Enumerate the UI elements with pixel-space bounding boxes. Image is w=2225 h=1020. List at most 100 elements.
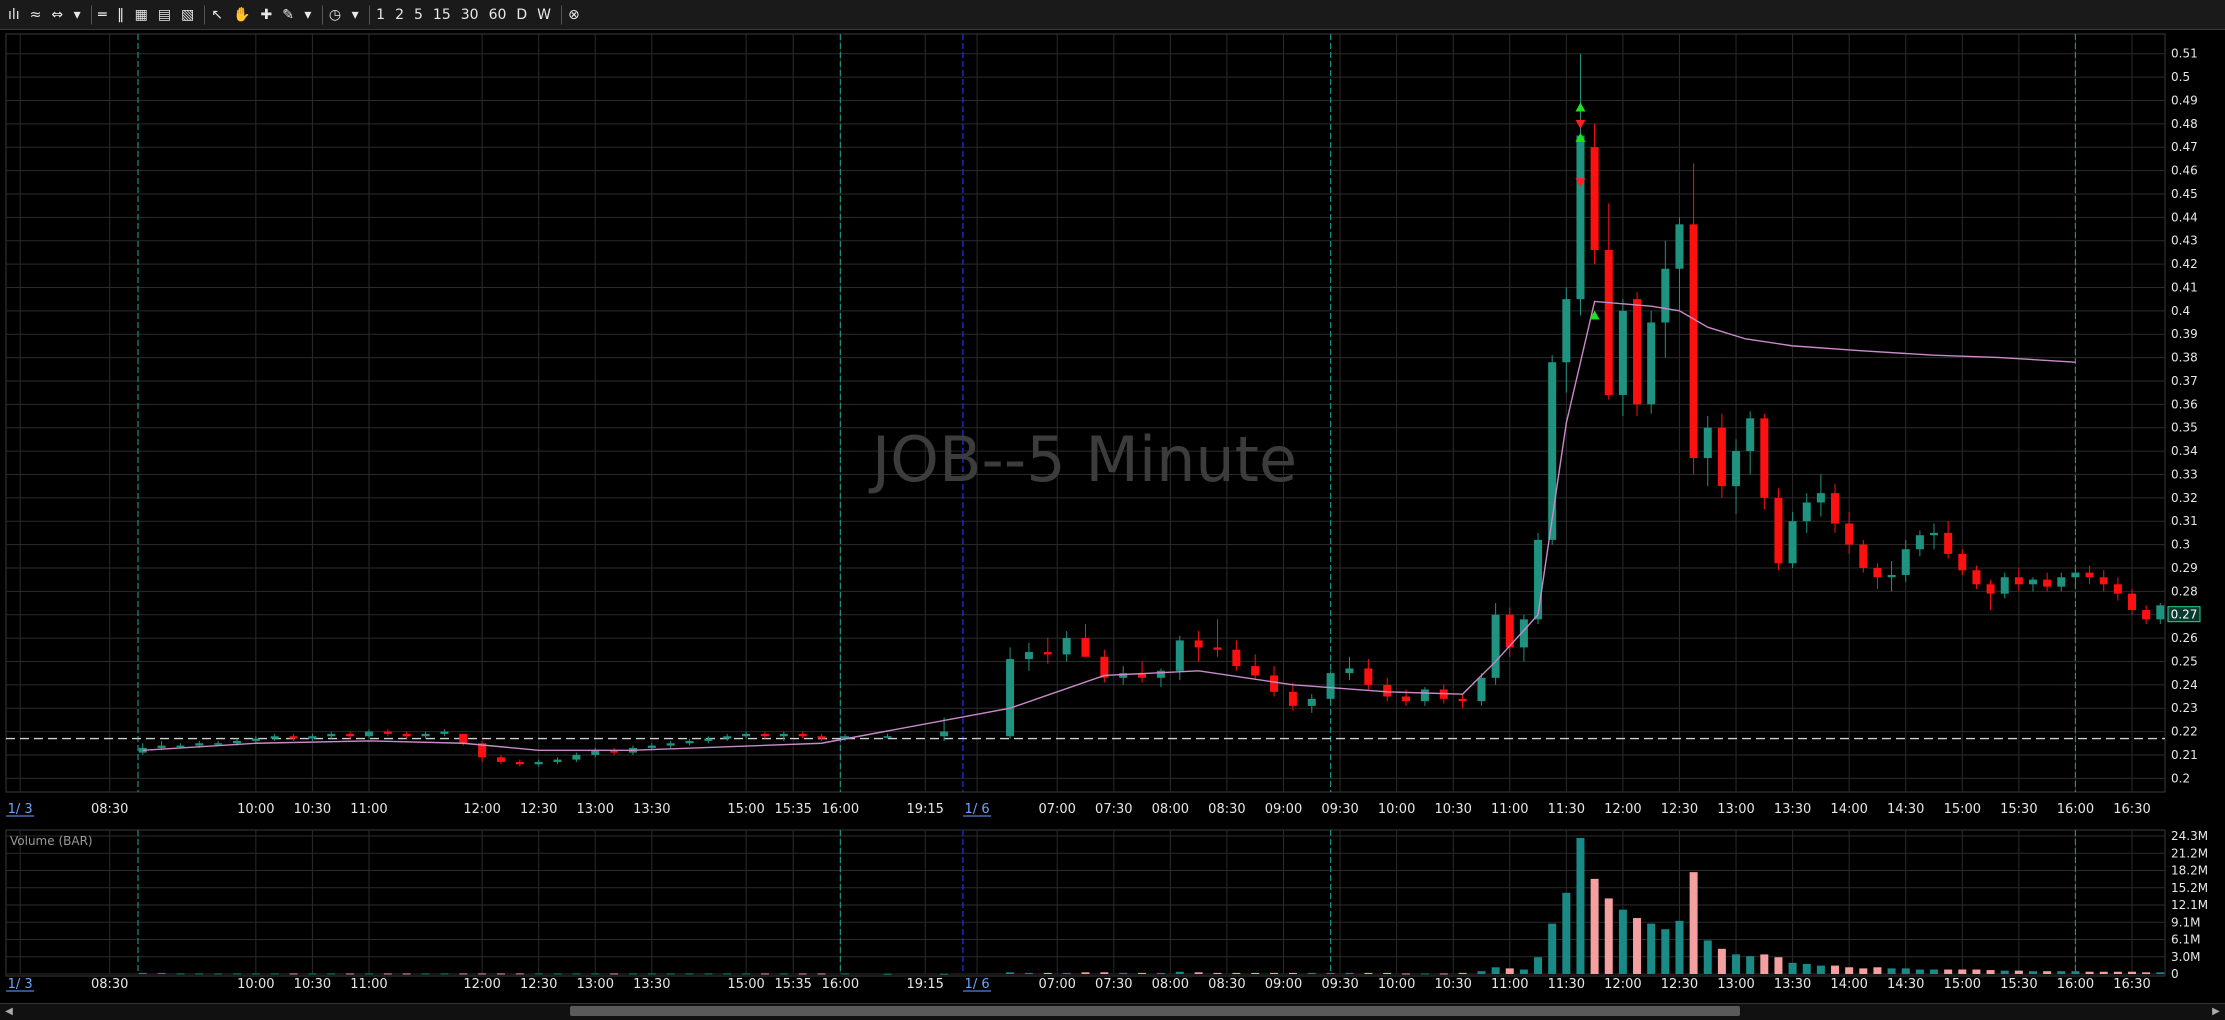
candle-up: [1345, 668, 1354, 674]
pencil-icon[interactable]: ✎: [282, 6, 294, 23]
candle-down: [1232, 649, 1241, 667]
scroll-right-arrow-icon[interactable]: ▶: [2212, 1006, 2220, 1017]
chart-canvas[interactable]: 0.51 0.5 0.49 0.48 0.47 0.46 0.45 0.44 0.43 0.42 0…: [0, 30, 2225, 1003]
interval-1-button[interactable]: 1: [369, 4, 389, 25]
price-axis-tick: 0.45: [2171, 187, 2198, 201]
price-axis-tick: 0.24: [2171, 678, 2198, 692]
clock-dropdown-icon[interactable]: ▾: [351, 6, 359, 23]
candle-up: [2057, 577, 2066, 587]
price-axis-tick: 0.41: [2171, 280, 2198, 294]
pencil-dropdown-icon[interactable]: ▾: [304, 6, 312, 23]
volume-bar-up: [2029, 971, 2038, 974]
candle-down: [2142, 610, 2151, 620]
volume-bar-up: [940, 973, 949, 975]
candle-down: [2014, 577, 2023, 585]
volume-bar-down: [1138, 972, 1147, 974]
time-axis-label: 15:00: [1944, 802, 1981, 817]
hide-axis-icon[interactable]: ═: [91, 4, 110, 25]
candle-down: [1633, 299, 1642, 405]
candle-up: [1802, 502, 1811, 522]
interval-5-button[interactable]: 5: [413, 6, 423, 23]
time-axis-label: 10:00: [1378, 802, 1415, 817]
time-axis-label: 13:00: [1717, 802, 1754, 817]
volume-bar-up: [647, 973, 656, 975]
volume-bar-down: [2085, 971, 2094, 974]
time-axis-label: 13:00: [577, 802, 614, 817]
volume-time-axis-label: 12:00: [463, 977, 500, 992]
style-icon[interactable]: ⇔: [51, 6, 64, 23]
candle-down: [515, 761, 524, 765]
scrollbar-thumb[interactable]: [570, 1006, 1740, 1016]
volume-time-axis-label: 14:00: [1830, 977, 1867, 992]
interval-weekly-button[interactable]: W: [537, 6, 552, 23]
candle-down: [1717, 427, 1726, 487]
price-axis-tick: 0.44: [2171, 210, 2198, 224]
volume-bar-up: [841, 973, 850, 975]
volume-bar-up: [232, 973, 241, 975]
volume-bar-up: [2057, 971, 2066, 974]
grid-1-icon[interactable]: ▦: [134, 6, 148, 23]
interval-30-button[interactable]: 30: [460, 6, 479, 23]
candle-down: [496, 757, 505, 762]
drawing-tools-icon[interactable]: ≈: [29, 6, 42, 23]
volume-bar-up: [1576, 838, 1585, 974]
volume-bar-down: [1251, 972, 1260, 974]
price-axis-tick: 0.32: [2171, 491, 2198, 505]
volume-time-axis-label: 16:00: [2057, 977, 2094, 992]
crosshair-icon[interactable]: ✚: [260, 6, 273, 23]
volume-bar-down: [2014, 970, 2023, 974]
volume-time-axis-label: 07:30: [1095, 977, 1132, 992]
volume-bar-up: [1519, 969, 1528, 974]
volume-time-axis-label: 13:30: [1774, 977, 1811, 992]
pointer-icon[interactable]: ↖: [204, 4, 227, 25]
candle-down: [1604, 250, 1613, 395]
candle-up: [440, 731, 449, 734]
volume-bar-up: [704, 973, 713, 975]
candle-up: [1788, 521, 1797, 564]
grid-3-icon[interactable]: ▧: [181, 6, 195, 23]
horizontal-scrollbar[interactable]: ◀ ▶: [0, 1003, 2225, 1020]
volume-bar-down: [1972, 969, 1981, 974]
volume-bar-up: [270, 973, 279, 975]
interval-60-button[interactable]: 60: [488, 6, 507, 23]
interval-15-button[interactable]: 15: [432, 6, 451, 23]
candle-up: [883, 736, 892, 738]
volume-time-axis-label: 15:00: [727, 977, 764, 992]
volume-bar-down: [1873, 967, 1882, 974]
candle-down: [1944, 532, 1953, 554]
dropdown-icon[interactable]: ▾: [73, 6, 81, 23]
candle-down: [1845, 523, 1854, 545]
volume-bar-up: [1675, 920, 1684, 974]
chart-type-icon[interactable]: ılı: [8, 6, 20, 23]
close-chart-icon[interactable]: ⊗: [561, 4, 584, 25]
volume-bar-down: [478, 973, 487, 975]
volume-bar-down: [1194, 972, 1203, 974]
candle-up: [1732, 451, 1741, 487]
hand-icon[interactable]: ✋: [233, 6, 251, 23]
volume-bar-down: [1402, 973, 1411, 975]
scroll-left-arrow-icon[interactable]: ◀: [5, 1006, 13, 1017]
volume-bar-up: [1816, 965, 1825, 974]
candle-up: [1534, 539, 1543, 620]
bars-icon[interactable]: ‖: [117, 6, 125, 23]
volume-bar-up: [1618, 909, 1627, 974]
time-axis-label: 10:30: [294, 802, 331, 817]
volume-bar-down: [1958, 969, 1967, 974]
volume-axis-tick: 15.2M: [2171, 881, 2208, 895]
candle-down: [1138, 673, 1147, 678]
candle-down: [1972, 570, 1981, 585]
volume-bar-down: [1604, 898, 1613, 974]
volume-bar-up: [214, 973, 223, 975]
candle-up: [1156, 670, 1165, 678]
candle-up: [553, 759, 562, 762]
volume-axis-tick: 0: [2171, 967, 2179, 981]
candle-up: [647, 745, 656, 748]
clock-icon[interactable]: ◷: [321, 4, 345, 25]
time-axis-label: 13:30: [1774, 802, 1811, 817]
volume-time-axis-label: 19:15: [906, 977, 943, 992]
interval-2-button[interactable]: 2: [395, 6, 404, 23]
volume-bar-up: [1802, 963, 1811, 974]
grid-2-icon[interactable]: ▤: [157, 6, 172, 23]
volume-time-axis-label: 15:35: [774, 977, 811, 992]
interval-daily-button[interactable]: D: [516, 6, 528, 23]
